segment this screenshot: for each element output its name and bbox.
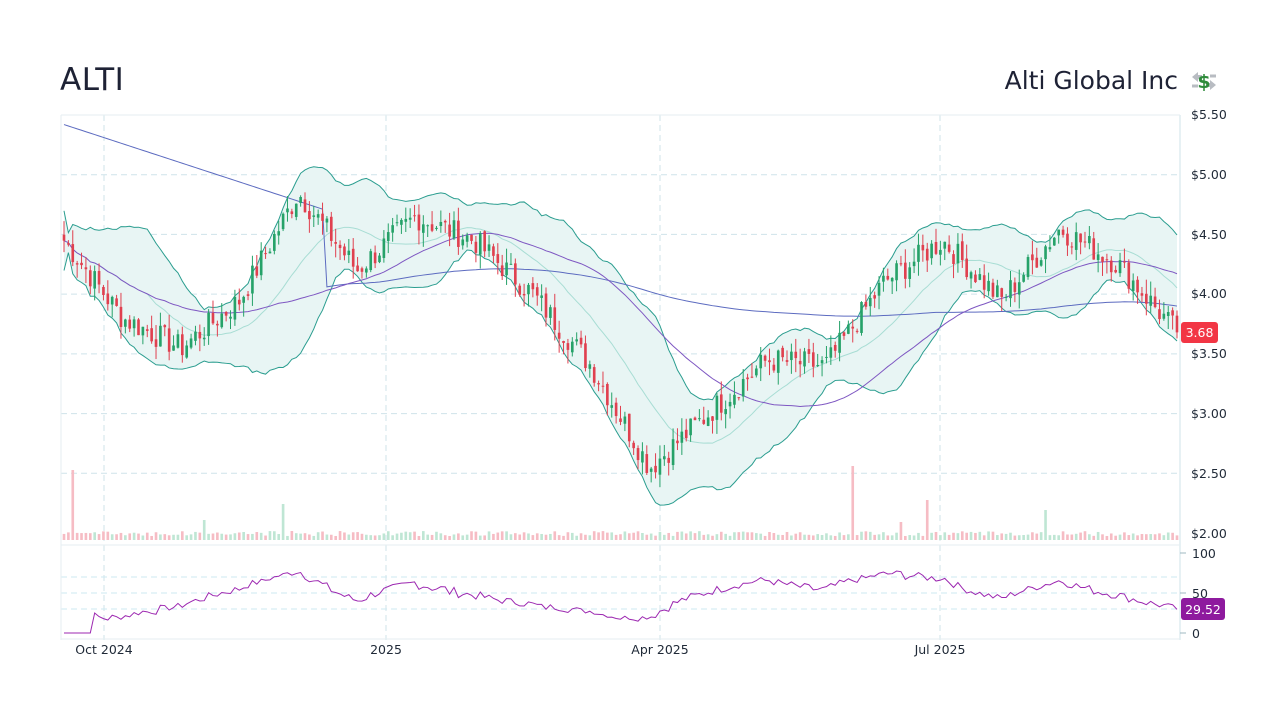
volume-bars xyxy=(62,466,1179,540)
candlesticks[interactable] xyxy=(62,192,1179,488)
rsi-axis: 100 50 0 xyxy=(1192,546,1216,641)
x-tick-label: Jul 2025 xyxy=(914,642,966,657)
price-tick: $4.00 xyxy=(1191,286,1227,301)
rsi-tick: 100 xyxy=(1192,546,1216,561)
price-tick: $4.50 xyxy=(1191,227,1227,242)
price-tick: $3.00 xyxy=(1191,406,1227,421)
axes xyxy=(60,114,1186,640)
ticker-symbol: ALTI xyxy=(60,62,125,98)
last-price-badge: 3.68 xyxy=(1181,322,1218,343)
rsi-panel xyxy=(64,570,1178,634)
bollinger-bands xyxy=(63,166,1178,506)
price-tick: $5.50 xyxy=(1191,107,1227,122)
price-tick: $2.00 xyxy=(1191,526,1227,541)
price-tick: $5.00 xyxy=(1191,167,1227,182)
rsi-value-badge: 29.52 xyxy=(1181,598,1225,620)
company-name: Alti Global Inc xyxy=(1004,66,1178,95)
x-tick-label: 2025 xyxy=(370,642,402,657)
svg-text:$: $ xyxy=(1197,71,1210,93)
rsi-tick: 0 xyxy=(1192,626,1200,641)
svg-text:29.52: 29.52 xyxy=(1185,602,1221,617)
price-tick: $3.50 xyxy=(1191,346,1227,361)
moving-averages xyxy=(63,124,1178,407)
svg-text:3.68: 3.68 xyxy=(1186,325,1214,340)
x-tick-label: Apr 2025 xyxy=(631,642,688,657)
x-tick-label: Oct 2024 xyxy=(75,642,132,657)
price-tick: $2.50 xyxy=(1191,466,1227,481)
x-axis: Oct 2024 2025 Apr 2025 Jul 2025 xyxy=(75,642,965,657)
price-axis: $5.50 $5.00 $4.50 $4.00 $3.50 $3.00 $2.5… xyxy=(1191,107,1227,541)
dollar-exchange-icon: $ xyxy=(1192,71,1216,93)
rsi-tick: 50 xyxy=(1192,586,1208,601)
